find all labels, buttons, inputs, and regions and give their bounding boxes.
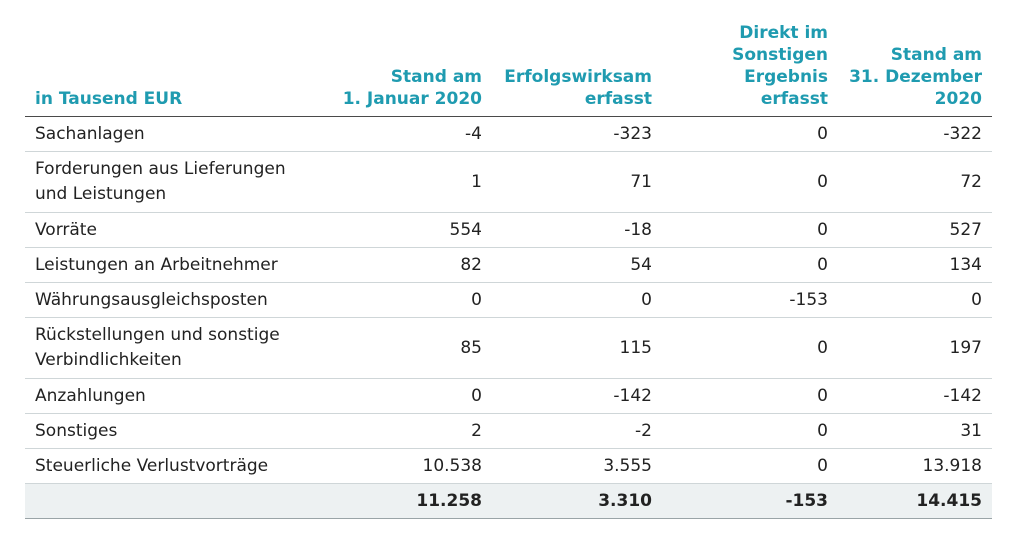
- table-row: Leistungen an Arbeitnehmer 82 54 0 134: [25, 247, 992, 283]
- header-opening-balance: Stand am 1. Januar 2020: [320, 22, 492, 117]
- table-row: Währungsausgleichsposten 0 0 -153 0: [25, 282, 992, 318]
- value-opening-balance: 10.538: [320, 448, 492, 484]
- value-opening-balance: 554: [320, 212, 492, 248]
- value-profit-loss: 3.555: [492, 448, 662, 484]
- table-row: Steuerliche Verlustvorträge 10.538 3.555 0 1…: [25, 448, 992, 484]
- header-other-comprehensive-income: Direkt im Sonstigen Ergebnis erfasst: [662, 22, 838, 117]
- value-opening-balance: 1: [320, 151, 492, 213]
- total-value-profit-loss: 3.310: [492, 483, 662, 519]
- value-other-comprehensive-income: 0: [662, 317, 838, 379]
- row-label: Vorräte: [25, 212, 320, 248]
- row-label: Forderungen aus Lieferungen und Leistunge…: [25, 151, 320, 213]
- value-closing-balance: 72: [838, 151, 992, 213]
- value-opening-balance: 2: [320, 413, 492, 449]
- value-closing-balance: -142: [838, 378, 992, 414]
- value-closing-balance: 31: [838, 413, 992, 449]
- value-closing-balance: 0: [838, 282, 992, 318]
- value-profit-loss: 71: [492, 151, 662, 213]
- table-header: in Tausend EUR Stand am 1. Januar 2020 Er…: [25, 22, 992, 117]
- value-other-comprehensive-income: 0: [662, 151, 838, 213]
- total-label: [25, 483, 320, 519]
- row-label: Steuerliche Verlustvorträge: [25, 448, 320, 484]
- value-profit-loss: -18: [492, 212, 662, 248]
- value-opening-balance: -4: [320, 116, 492, 152]
- row-label: Sonstiges: [25, 413, 320, 449]
- value-other-comprehensive-income: -153: [662, 282, 838, 318]
- table-row: Anzahlungen 0 -142 0 -142: [25, 378, 992, 414]
- table-row: Sonstiges 2 -2 0 31: [25, 413, 992, 449]
- header-unit: in Tausend EUR: [25, 22, 320, 117]
- value-closing-balance: 197: [838, 317, 992, 379]
- value-profit-loss: -142: [492, 378, 662, 414]
- header-profit-loss: Erfolgswirksam erfasst: [492, 22, 662, 117]
- value-opening-balance: 0: [320, 282, 492, 318]
- total-row: 11.258 3.310 -153 14.415: [25, 483, 992, 519]
- header-closing-balance: Stand am 31. Dezember 2020: [838, 22, 992, 117]
- header-row: in Tausend EUR Stand am 1. Januar 2020 Er…: [25, 22, 992, 117]
- value-profit-loss: 115: [492, 317, 662, 379]
- value-opening-balance: 85: [320, 317, 492, 379]
- row-label: Leistungen an Arbeitnehmer: [25, 247, 320, 283]
- table-body: Sachanlagen -4 -323 0 -322 Forderungen aus Li…: [25, 116, 992, 519]
- table-row: Vorräte 554 -18 0 527: [25, 212, 992, 248]
- value-profit-loss: 54: [492, 247, 662, 283]
- value-closing-balance: -322: [838, 116, 992, 152]
- table-row: Rückstellungen und sonstige Verbindlichke…: [25, 317, 992, 379]
- value-profit-loss: 0: [492, 282, 662, 318]
- value-other-comprehensive-income: 0: [662, 413, 838, 449]
- value-profit-loss: -2: [492, 413, 662, 449]
- row-label: Währungsausgleichsposten: [25, 282, 320, 318]
- total-value-other-comprehensive-income: -153: [662, 483, 838, 519]
- row-label: Anzahlungen: [25, 378, 320, 414]
- row-label: Sachanlagen: [25, 116, 320, 152]
- value-opening-balance: 0: [320, 378, 492, 414]
- table-row: Sachanlagen -4 -323 0 -322: [25, 116, 992, 152]
- value-other-comprehensive-income: 0: [662, 212, 838, 248]
- deferred-tax-table: in Tausend EUR Stand am 1. Januar 2020 Er…: [25, 22, 992, 519]
- total-value-closing-balance: 14.415: [838, 483, 992, 519]
- value-closing-balance: 13.918: [838, 448, 992, 484]
- value-closing-balance: 134: [838, 247, 992, 283]
- value-opening-balance: 82: [320, 247, 492, 283]
- value-other-comprehensive-income: 0: [662, 448, 838, 484]
- value-closing-balance: 527: [838, 212, 992, 248]
- value-profit-loss: -323: [492, 116, 662, 152]
- value-other-comprehensive-income: 0: [662, 247, 838, 283]
- value-other-comprehensive-income: 0: [662, 116, 838, 152]
- row-label: Rückstellungen und sonstige Verbindlichke…: [25, 317, 320, 379]
- value-other-comprehensive-income: 0: [662, 378, 838, 414]
- total-value-opening-balance: 11.258: [320, 483, 492, 519]
- table-row: Forderungen aus Lieferungen und Leistunge…: [25, 151, 992, 213]
